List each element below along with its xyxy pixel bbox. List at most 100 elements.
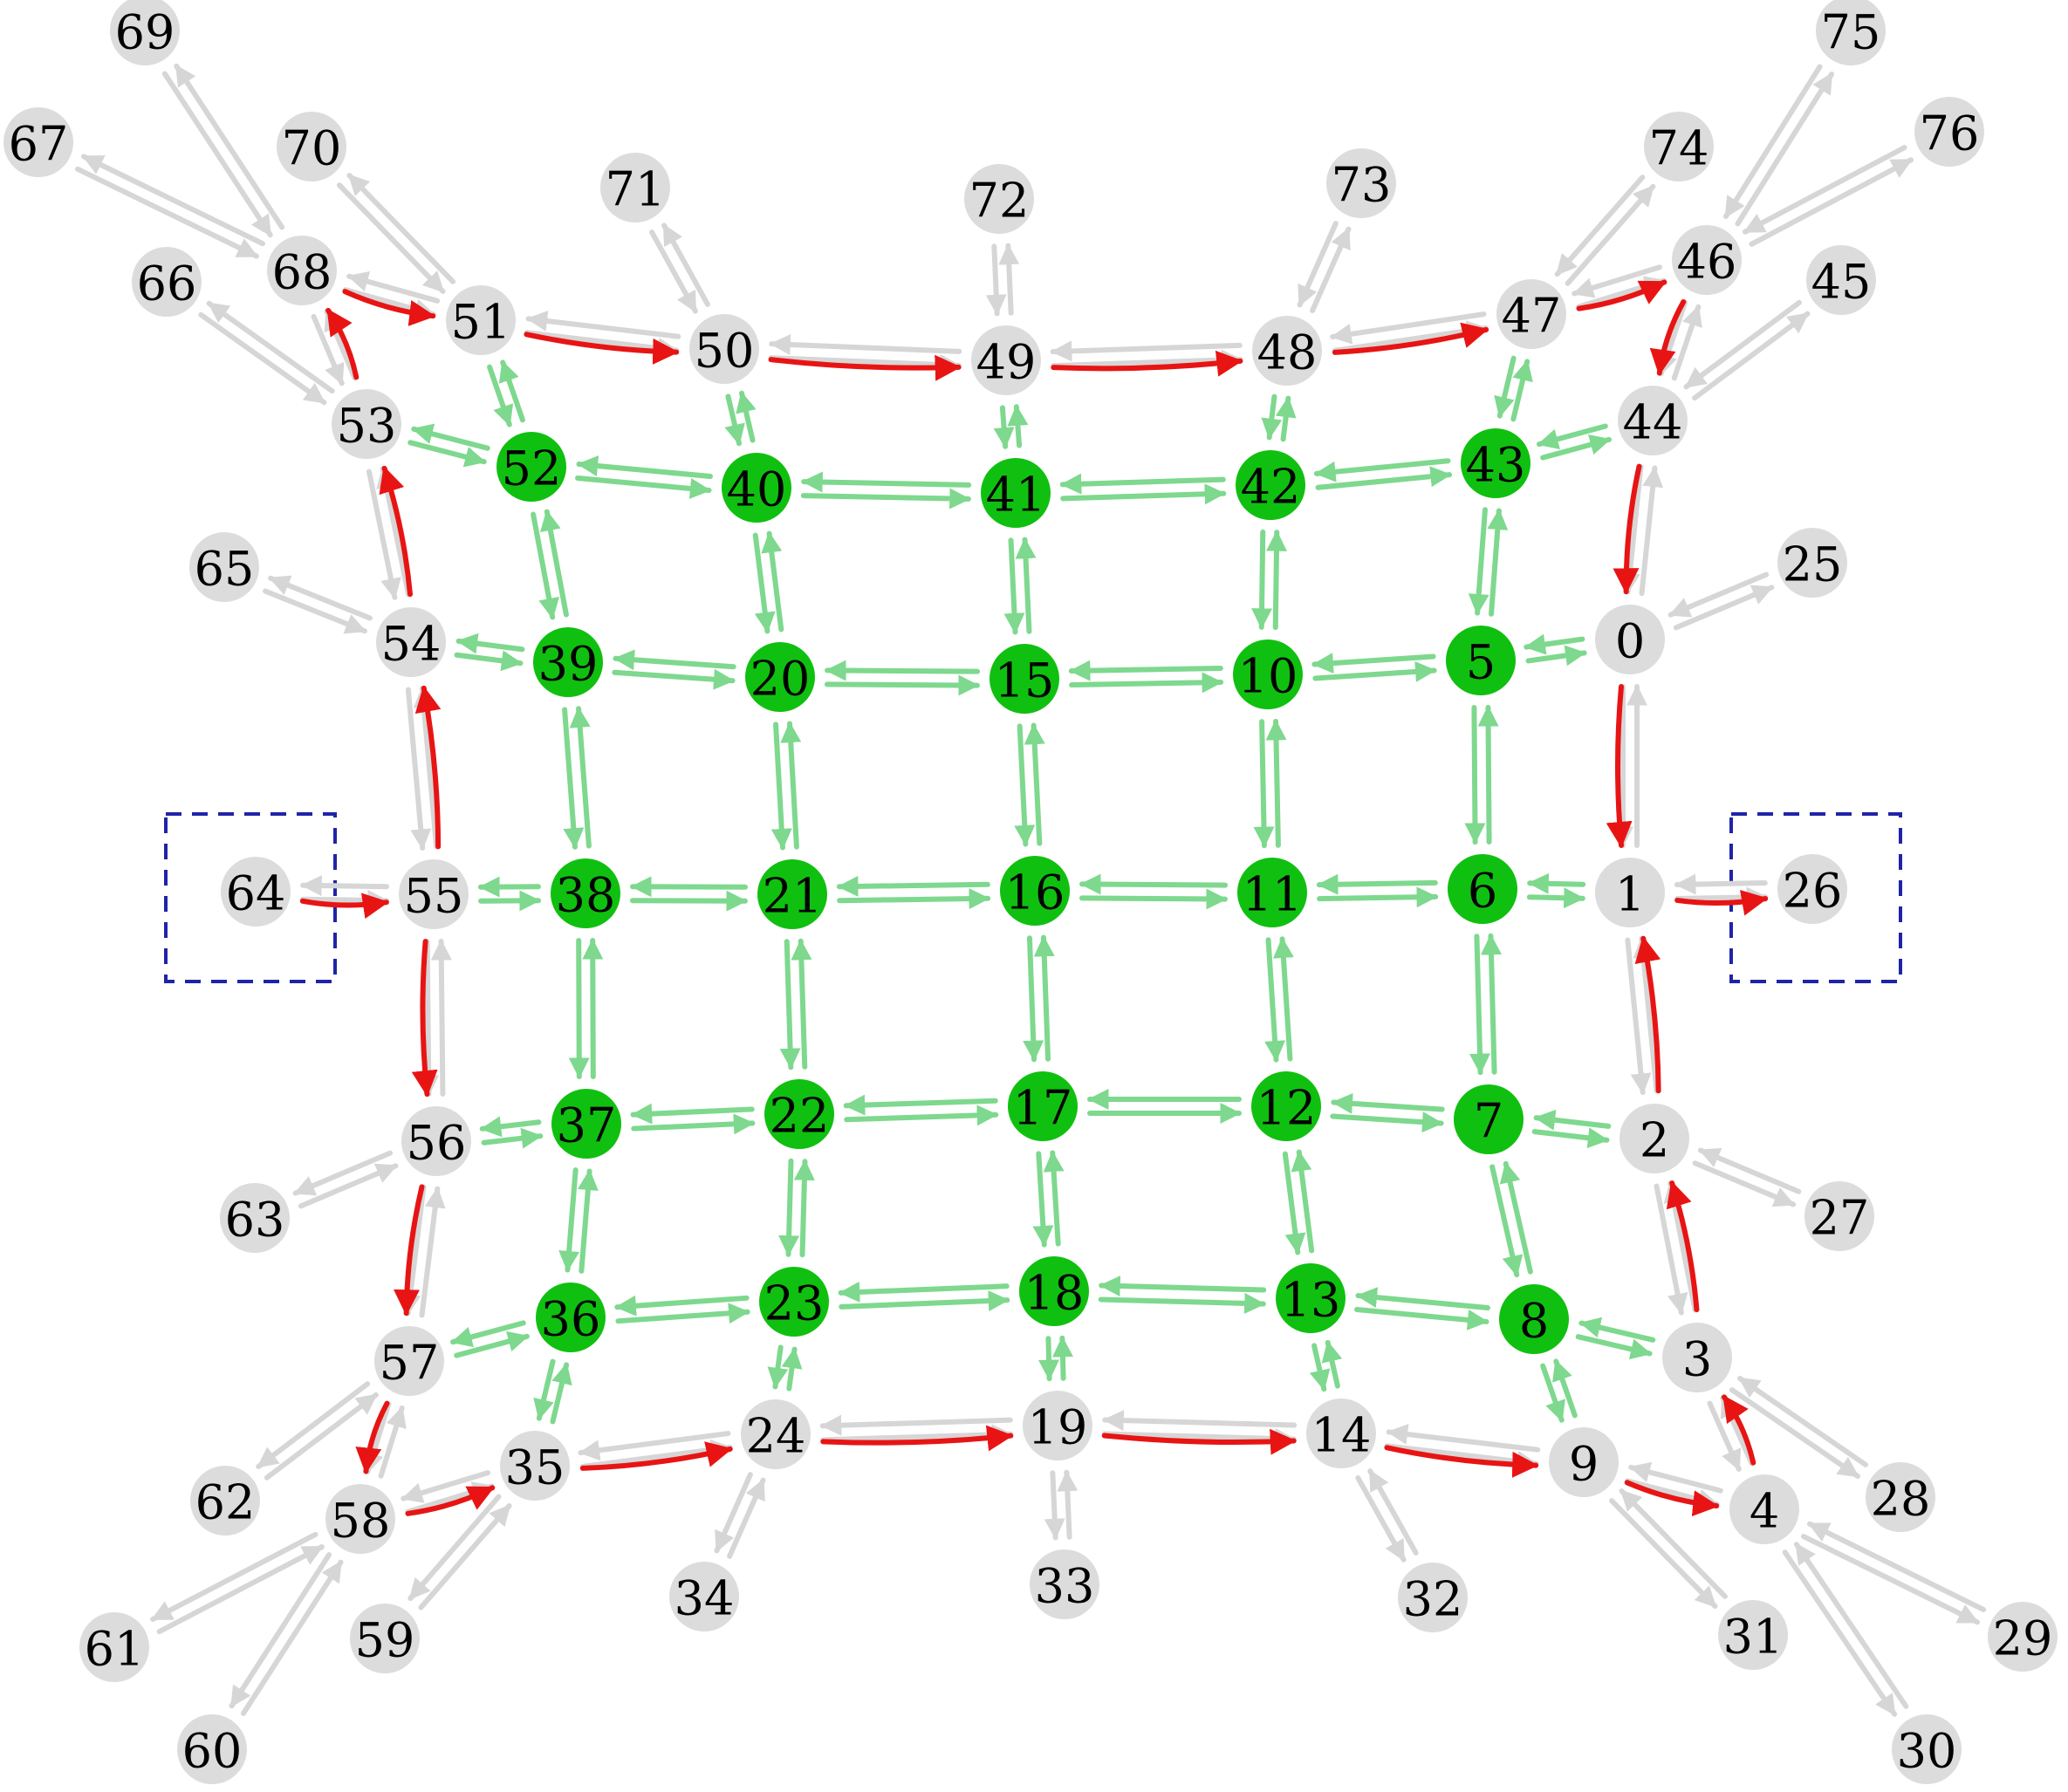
green-link-42-43: [1315, 466, 1453, 490]
gray-link-0-25: [1673, 585, 1775, 631]
node-circle: [759, 1267, 829, 1337]
node-49: 49: [971, 325, 1041, 395]
node-76: 76: [1914, 97, 1984, 167]
green-link-24-23: [781, 1346, 803, 1392]
gray-link-19-24: [819, 1414, 1013, 1436]
gray-link-58-60: [240, 1559, 344, 1716]
node-72: 72: [964, 164, 1034, 234]
node-circle: [1662, 1323, 1732, 1392]
node-71: 71: [600, 153, 670, 222]
red-arrow-4-3: [1722, 1394, 1756, 1466]
node-circle: [1549, 1427, 1619, 1497]
green-link-22-23: [793, 1159, 815, 1258]
node-37: 37: [551, 1089, 621, 1159]
node-circle: [1023, 1391, 1092, 1460]
node-circle: [551, 1089, 621, 1159]
node-0: 0: [1595, 605, 1665, 674]
node-label: 17: [1013, 1081, 1073, 1136]
node-label: 58: [331, 1494, 391, 1549]
node-label: 13: [1281, 1273, 1341, 1328]
green-link-36-23: [614, 1295, 750, 1317]
red-arrow-50-49: [768, 354, 962, 381]
node-circle: [1777, 854, 1847, 924]
red-arrow-57-58: [355, 1400, 390, 1474]
node-64: 64: [221, 857, 291, 927]
node-circle: [1777, 528, 1847, 598]
node-19: 19: [1023, 1391, 1092, 1460]
node-label: 74: [1649, 121, 1709, 176]
green-link-22-23: [778, 1158, 800, 1257]
green-link-23-18: [838, 1281, 1010, 1303]
green-link-44-43: [1537, 423, 1608, 450]
gray-link-4-29: [1806, 1521, 1987, 1612]
green-link-48-42: [1261, 393, 1283, 441]
edges: [75, 63, 1987, 1717]
node-circle: [332, 389, 401, 459]
node-circle: [401, 1106, 471, 1176]
green-link-39-20: [612, 668, 736, 690]
green-link-9-8: [1552, 1358, 1578, 1419]
node-27: 27: [1804, 1181, 1874, 1251]
node-circle: [971, 325, 1041, 395]
node-label: 54: [381, 617, 442, 672]
gray-link-56-63: [292, 1150, 394, 1196]
node-circle: [600, 153, 670, 222]
node-circle: [1892, 1714, 1962, 1784]
green-link-14-13: [1321, 1339, 1343, 1389]
gray-link-55-54: [405, 687, 432, 851]
green-link-37-22: [630, 1103, 755, 1125]
green-link-19-18: [1038, 1336, 1060, 1382]
node-label: 72: [969, 174, 1030, 229]
node-31: 31: [1718, 1600, 1788, 1670]
green-link-41-42: [1060, 483, 1227, 505]
green-link-53-52: [407, 440, 487, 468]
red-arrow-55-56: [411, 939, 438, 1098]
node-57: 57: [374, 1326, 444, 1396]
green-link-41-15: [1003, 537, 1025, 635]
gray-link-24-34: [714, 1472, 753, 1554]
node-48: 48: [1252, 316, 1322, 386]
node-label: 10: [1238, 649, 1298, 704]
gray-link-47-74: [1554, 174, 1646, 277]
green-link-21-22: [779, 939, 801, 1070]
node-circle: [399, 859, 469, 929]
green-link-11-12: [1272, 936, 1294, 1062]
node-66: 66: [132, 247, 202, 317]
node-circle: [1804, 1181, 1874, 1251]
node-label: 47: [1502, 289, 1562, 344]
gray-link-58-61: [156, 1544, 325, 1635]
green-link-10-5: [1312, 660, 1437, 682]
gray-link-4-30: [1782, 1549, 1898, 1717]
node-label: 3: [1682, 1332, 1712, 1387]
node-24: 24: [741, 1399, 811, 1469]
node-label: 1: [1615, 867, 1645, 922]
node-circle: [1499, 1284, 1569, 1354]
node-50: 50: [689, 314, 759, 384]
green-link-42-10: [1251, 529, 1273, 630]
gray-link-57-56: [419, 1186, 446, 1318]
red-arrow-9-4: [1624, 1480, 1720, 1517]
node-circle: [533, 627, 603, 697]
node-label: 76: [1920, 106, 1980, 161]
gray-link-49-48: [1051, 349, 1243, 371]
gray-link-14-32: [1355, 1475, 1407, 1563]
node-17: 17: [1008, 1071, 1078, 1141]
node-label: 59: [355, 1613, 415, 1668]
node-circle: [325, 1484, 395, 1554]
node-70: 70: [277, 112, 346, 181]
green-link-11-6: [1317, 886, 1439, 908]
gray-link-4-30: [1793, 1542, 1909, 1709]
gray-link-35-58: [404, 1481, 495, 1515]
green-link-36-23: [615, 1303, 750, 1324]
node-label: 5: [1466, 635, 1496, 690]
node-circle: [1644, 112, 1714, 181]
node-label: 53: [337, 399, 397, 454]
node-14: 14: [1306, 1399, 1376, 1468]
green-link-43-5: [1468, 507, 1489, 616]
node-label: 55: [404, 869, 464, 924]
node-circle: [757, 859, 827, 929]
red-arrow-0-1: [1606, 684, 1633, 848]
green-link-9-8: [1540, 1363, 1565, 1423]
node-circle: [190, 1466, 260, 1536]
